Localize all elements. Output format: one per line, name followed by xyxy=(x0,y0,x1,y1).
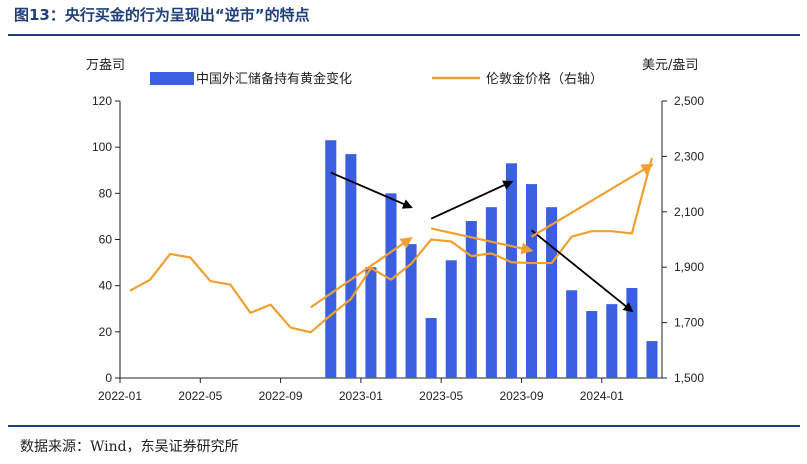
bar-2022-11 xyxy=(325,140,337,378)
bar-2023-01 xyxy=(365,267,377,378)
axes: 0 20 40 60 80 100 120 1,500 1,700 1,900 2,100 2,300… xyxy=(92,94,704,403)
bar-2023-06 xyxy=(465,221,477,378)
legend-swatch-bars xyxy=(150,72,194,85)
gold-trend-arrow-5 xyxy=(430,227,534,255)
bar-2023-11 xyxy=(566,290,578,378)
left-tick-label: 120 xyxy=(92,94,112,108)
x-tick-label: 2023-01 xyxy=(339,389,383,403)
x-tick-label: 2022-05 xyxy=(178,389,222,403)
left-tick-label: 40 xyxy=(99,279,113,293)
bar-2023-09 xyxy=(525,184,538,378)
source-note: 数据来源：Wind，东吴证券研究所 xyxy=(20,439,239,455)
black-trend-arrow-2 xyxy=(430,180,514,220)
bar-2023-10 xyxy=(546,207,558,378)
left-tick-label: 60 xyxy=(99,233,113,247)
gold-trend-arrow-4 xyxy=(310,236,413,309)
legend-label-line: 伦敦金价格（右轴） xyxy=(486,71,603,87)
x-tick-label: 2023-05 xyxy=(419,389,463,403)
bar-2023-08 xyxy=(505,163,517,378)
bar-series xyxy=(325,140,658,378)
right-tick-label: 1,900 xyxy=(674,260,704,274)
bar-2023-07 xyxy=(485,207,497,378)
footer-rule xyxy=(8,425,800,427)
left-tick-label: 20 xyxy=(99,325,113,339)
right-tick-label: 1,500 xyxy=(674,371,704,385)
right-tick-label: 2,100 xyxy=(674,205,704,219)
right-tick-label: 2,500 xyxy=(674,94,704,108)
bar-2023-04 xyxy=(425,317,437,378)
bar-2024-02 xyxy=(626,287,638,378)
left-axis-unit: 万盎司 xyxy=(86,58,125,73)
legend: 中国外汇储备持有黄金变化 伦敦金价格（右轴） xyxy=(150,71,603,87)
bar-2024-03 xyxy=(646,341,658,378)
legend-label-bars: 中国外汇储备持有黄金变化 xyxy=(196,71,352,87)
right-tick-label: 1,700 xyxy=(674,316,704,330)
x-tick-label: 2024-01 xyxy=(580,389,624,403)
figure-title: 图13：央行买金的行为呈现出“逆市”的特点 xyxy=(14,6,310,24)
bar-2023-12 xyxy=(586,311,598,378)
bar-2022-12 xyxy=(345,154,357,378)
trend-arrows xyxy=(310,163,654,313)
bar-2023-02 xyxy=(385,193,397,378)
title-rule xyxy=(8,34,800,36)
x-tick-label: 2022-09 xyxy=(259,389,303,403)
left-tick-label: 80 xyxy=(99,186,113,200)
price-line-series xyxy=(129,157,654,334)
black-trend-arrow-1 xyxy=(330,171,413,209)
x-tick-label: 2023-09 xyxy=(499,389,543,403)
right-axis-unit: 美元/盎司 xyxy=(642,58,698,73)
bar-2023-05 xyxy=(445,260,457,378)
bar-2023-03 xyxy=(405,244,417,378)
gold-price-line xyxy=(129,157,654,334)
black-trend-arrow-3 xyxy=(530,229,634,313)
left-tick-label: 100 xyxy=(92,140,112,154)
gold-trend-arrow-6 xyxy=(530,163,654,238)
x-tick-label: 2022-01 xyxy=(98,389,142,403)
bar-2024-01 xyxy=(606,304,618,378)
left-tick-label: 0 xyxy=(105,371,112,385)
right-tick-label: 2,300 xyxy=(674,149,704,163)
